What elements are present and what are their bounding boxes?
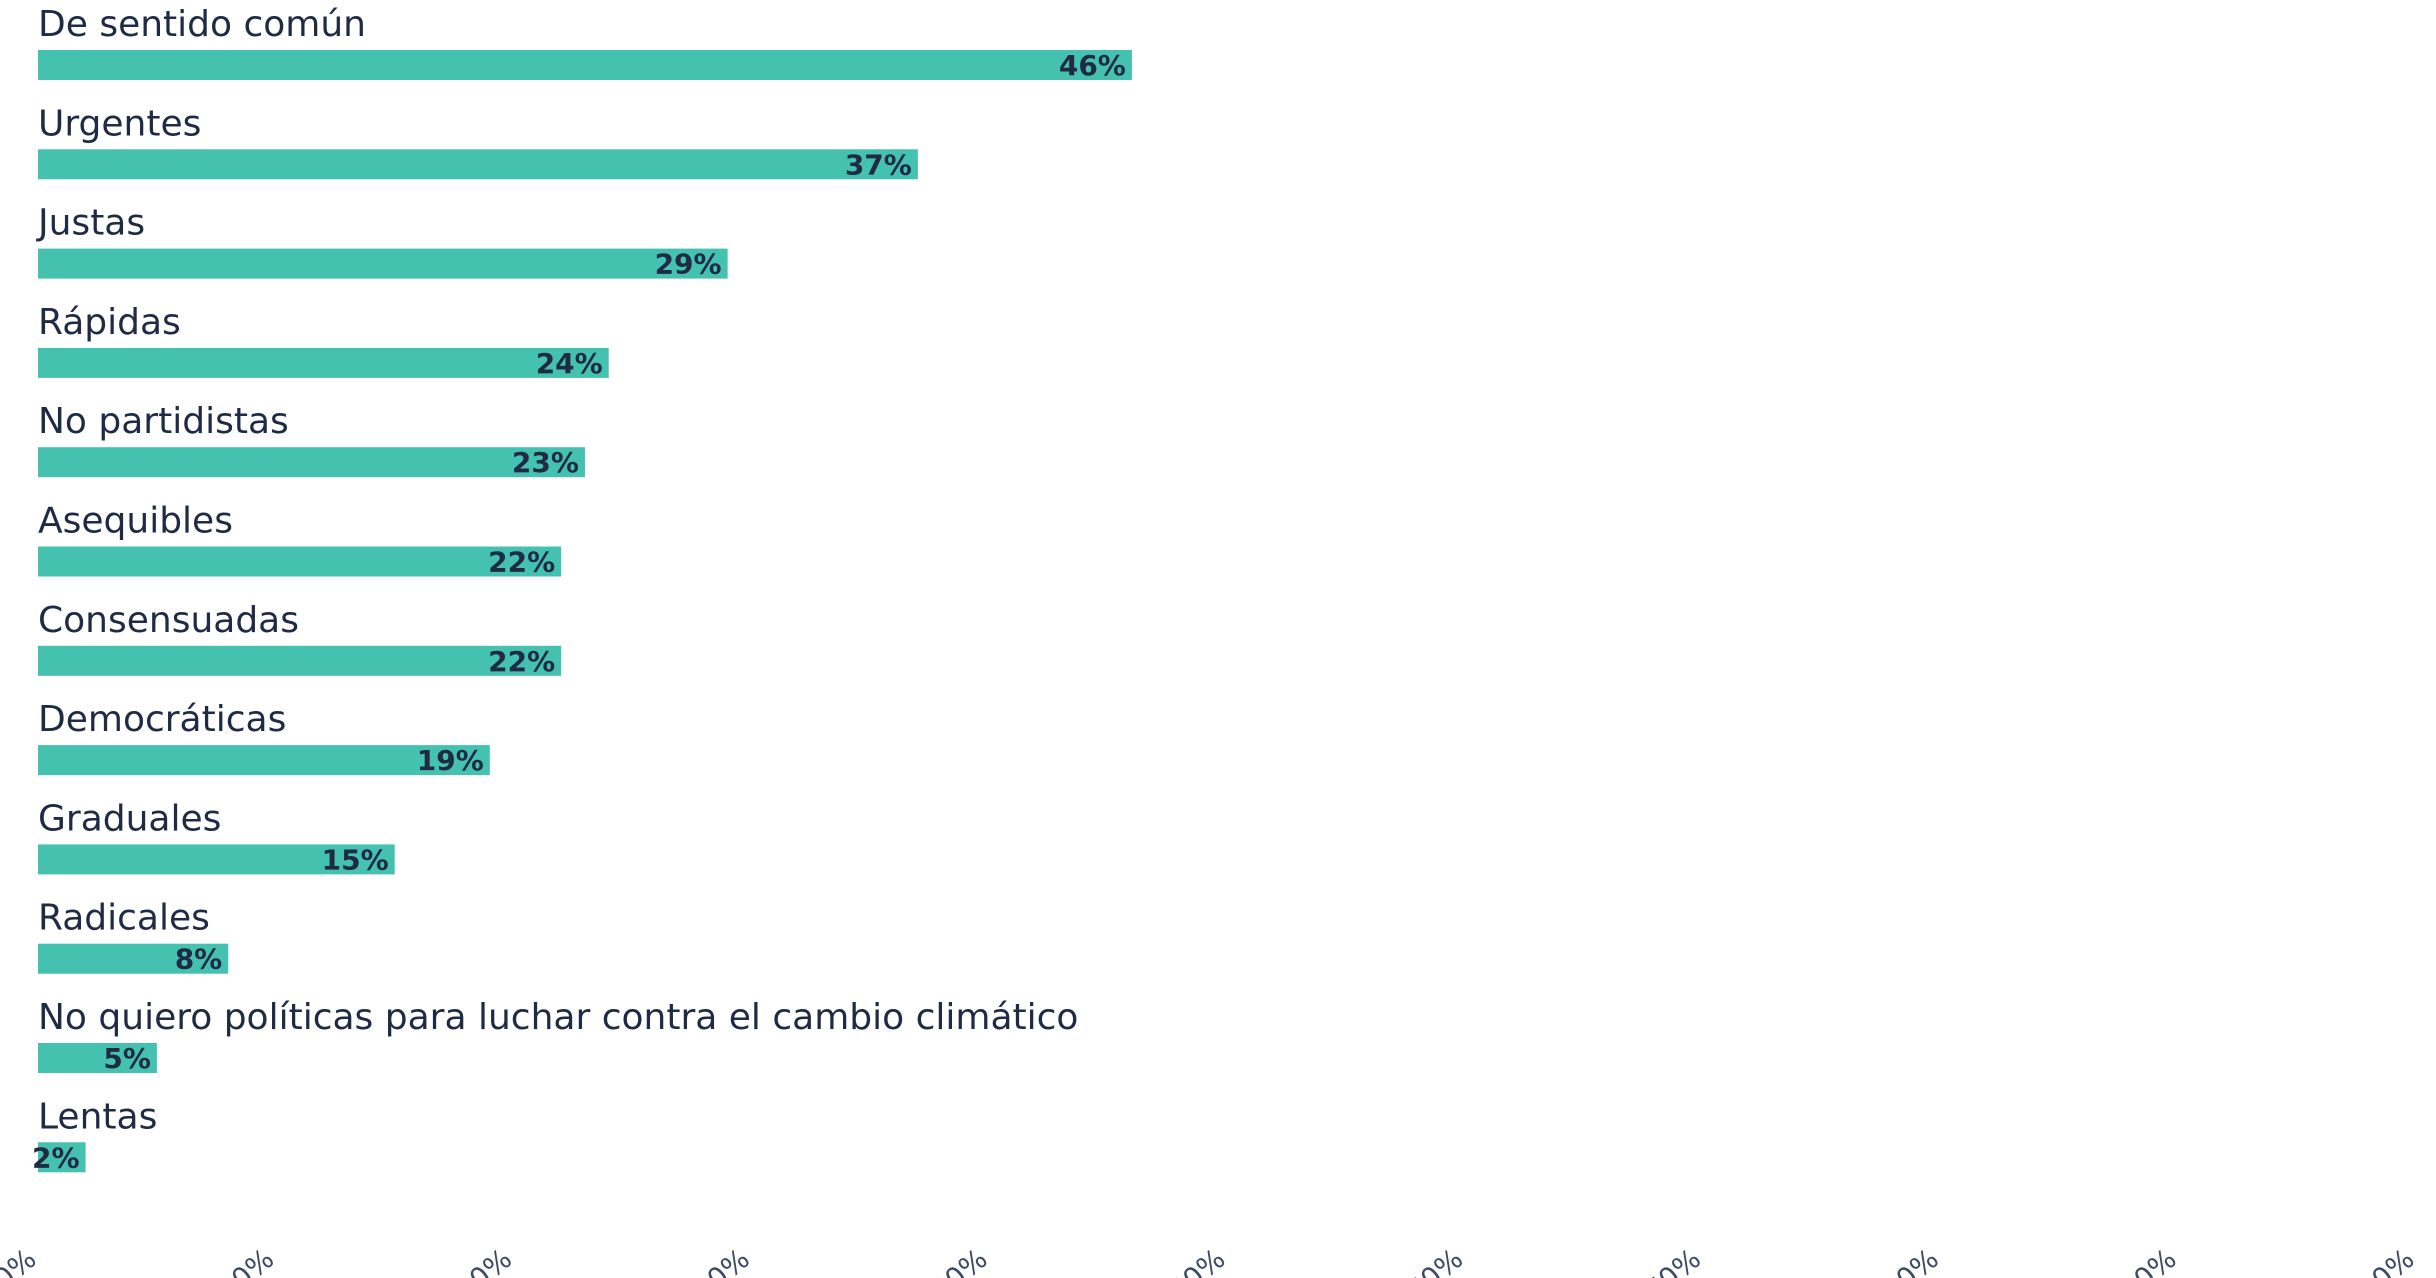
bar [38,149,918,180]
bar [38,645,562,676]
category-label: Urgentes [38,103,201,144]
bar-row: No quiero políticas para luchar contra e… [38,997,1078,1075]
category-label: Graduales [38,798,221,839]
value-label: 19% [417,744,484,777]
value-label: 15% [322,843,389,876]
bar-row: No partidistas 23% [38,401,585,479]
bar-row: Graduales 15% [38,798,395,876]
bar [38,347,609,378]
bar-row: Asequibles 22% [38,501,562,579]
x-tick-label: 20% [449,1242,518,1278]
category-label: Democráticas [38,699,286,740]
value-label: 29% [655,248,722,281]
category-label: Radicales [38,898,210,939]
x-tick-label: 70% [1638,1242,1707,1278]
category-label: Asequibles [38,501,233,542]
x-tick-label: 100% [2338,1242,2421,1278]
x-tick-label: 30% [687,1242,756,1278]
bar-row: Justas 29% [36,203,728,281]
bar-row: Democráticas 19% [38,699,490,777]
x-tick-label: 50% [1163,1242,1232,1278]
bar [38,943,229,974]
bar [38,745,490,776]
value-label: 5% [103,1042,151,1075]
x-tick-label: 0% [0,1242,42,1278]
bar [38,447,585,478]
bar-row: Lentas 2% [32,1096,157,1174]
category-label: De sentido común [38,4,366,45]
bar-row: De sentido común 46% [38,4,1132,82]
bar [38,844,395,875]
x-axis-ticks: 0% 10% 20% 30% 40% 50% 60% 70% 80% 90% 100% [0,1242,2420,1278]
category-label: No quiero políticas para luchar contra e… [38,997,1078,1038]
value-label: 8% [175,943,223,976]
bar [38,1043,157,1073]
x-tick-label: 10% [211,1242,280,1278]
bars-group: De sentido común 46% Urgentes 37% Justas 29% R… [32,4,1132,1174]
category-label: Justas [36,203,145,244]
category-label: No partidistas [38,401,289,442]
bar-row: Radicales 8% [38,898,229,976]
value-label: 24% [536,347,603,380]
category-label: Rápidas [38,302,181,343]
bar-row: Urgentes 37% [38,103,918,181]
bar [38,248,728,279]
category-label: Lentas [38,1096,157,1137]
value-label: 22% [488,546,555,579]
bar-row: Consensuadas 22% [38,600,562,678]
bar [38,1142,86,1173]
value-label: 37% [845,148,912,181]
value-label: 2% [32,1141,80,1174]
value-label: 23% [512,446,579,479]
x-tick-label: 60% [1400,1242,1469,1278]
bar [38,50,1132,80]
x-tick-label: 80% [1876,1242,1945,1278]
value-label: 22% [488,645,555,678]
bar [38,546,562,577]
category-label: Consensuadas [38,600,299,641]
x-tick-label: 40% [925,1242,994,1278]
value-label: 46% [1059,49,1126,82]
x-tick-label: 90% [2114,1242,2183,1278]
bar-row: Rápidas 24% [38,302,609,380]
